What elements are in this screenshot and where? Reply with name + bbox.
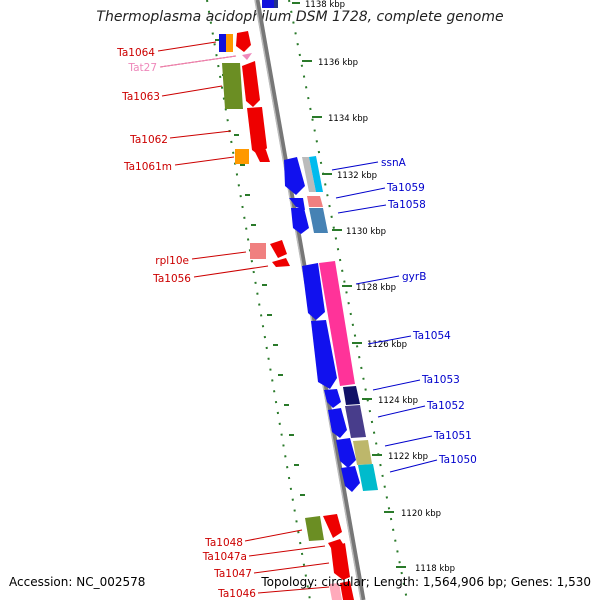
gene-Ta1059-pink[interactable] — [307, 196, 323, 207]
gene-ssnA-grey[interactable] — [302, 157, 316, 192]
kbp-tick-label: 1136 kbp — [318, 58, 358, 68]
gene-label[interactable]: Ta1047 — [213, 568, 252, 580]
kbp-tick-label: 1126 kbp — [367, 340, 407, 350]
gene-label[interactable]: Ta1064 — [116, 47, 155, 59]
gene-Ta1061m-block[interactable] — [235, 149, 249, 164]
gene-Ta1048-block[interactable] — [305, 516, 324, 541]
gene-Ta1064-block-orange[interactable] — [226, 34, 233, 52]
kbp-tick-label: 1130 kbp — [346, 227, 386, 237]
kbp-tick: 1134 kbp — [312, 114, 368, 124]
gene-Ta1064-block[interactable] — [219, 34, 226, 52]
gene-Ta1058-arrow[interactable] — [291, 208, 309, 234]
gene-Ta1063-block[interactable] — [222, 63, 243, 109]
gene-Ta1048-arrow[interactable] — [323, 514, 342, 538]
kbp-tick: 1118 kbp — [396, 564, 455, 574]
gene-Ta1046-block[interactable] — [340, 581, 354, 600]
right-strand-genes — [262, 0, 378, 492]
kbp-tick-label: 1118 kbp — [415, 564, 455, 574]
right-labels: ssnA Ta1059 Ta1058 gyrB Ta1054 Ta1053 Ta… — [381, 157, 477, 466]
kbp-tick: 1138 kbp — [292, 0, 345, 10]
gene-label[interactable]: Ta1059 — [386, 182, 425, 194]
gene-Ta1052-arrow[interactable] — [328, 408, 347, 438]
gene-Ta1054-arrow[interactable] — [311, 320, 337, 389]
gene-label[interactable]: ssnA — [381, 157, 407, 169]
gene-top-clipped-dark[interactable] — [274, 0, 278, 8]
kbp-tick-label: 1120 kbp — [401, 509, 441, 519]
kbp-tick: 1126 kbp — [352, 340, 407, 350]
gene-label[interactable]: Tat27 — [127, 62, 157, 74]
kbp-tick-label: 1138 kbp — [305, 0, 345, 10]
kbp-tick-label: 1128 kbp — [356, 283, 396, 293]
kbp-tick-label: 1134 kbp — [328, 114, 368, 124]
gene-Ta1052-slate[interactable] — [345, 405, 366, 438]
gene-Ta1051-arrow[interactable] — [336, 438, 356, 468]
gene-label[interactable]: Ta1051 — [433, 430, 472, 442]
kbp-tick-label: 1132 kbp — [337, 171, 377, 181]
right-leaders — [331, 161, 438, 473]
gene-Ta1051-khaki[interactable] — [353, 440, 372, 465]
gene-Ta1047-arrow[interactable] — [331, 543, 350, 580]
gene-rpl10e-arrow[interactable] — [270, 240, 287, 258]
gene-rpl10e-block[interactable] — [250, 243, 266, 259]
kbp-tick-label: 1122 kbp — [388, 452, 428, 462]
gene-label[interactable]: Ta1052 — [426, 400, 465, 412]
gene-Ta1061m-red[interactable] — [254, 150, 270, 162]
map-title: Thermoplasma acidophilum DSM 1728, compl… — [96, 9, 504, 25]
gene-Ta1053-arrow[interactable] — [324, 389, 341, 408]
gene-Ta1056-mark[interactable] — [272, 258, 290, 267]
gene-Ta1058-steel[interactable] — [309, 208, 328, 233]
kbp-tick-label: 1124 kbp — [378, 396, 418, 406]
gene-label[interactable]: rpl10e — [155, 255, 189, 267]
kbp-tick: 1120 kbp — [384, 509, 441, 519]
gene-Ta1050-arrow[interactable] — [341, 466, 360, 492]
gene-Tat27-mark[interactable] — [242, 53, 252, 60]
left-labels: Ta1064 Tat27 Ta1063 Ta1062 Ta1061m rpl10… — [116, 47, 256, 600]
gene-top-clipped-blue[interactable] — [262, 0, 274, 8]
gene-Ta1062-arrow[interactable] — [247, 107, 267, 156]
gene-label[interactable]: Ta1046 — [217, 588, 256, 600]
left-leaders — [157, 41, 330, 594]
genome-stats-text: Topology: circular; Length: 1,564,906 bp… — [261, 575, 591, 589]
gene-Ta1064-arrow[interactable] — [236, 31, 251, 52]
kbp-ticks: 1138 kbp 1136 kbp 1134 kbp 1132 kbp 1130… — [215, 0, 455, 574]
gene-label[interactable]: Ta1058 — [387, 199, 426, 211]
gene-gyrB-pink[interactable] — [319, 261, 355, 386]
accession-text: Accession: NC_002578 — [9, 575, 146, 589]
gene-label[interactable]: Ta1047a — [202, 551, 247, 563]
kbp-tick: 1128 kbp — [342, 283, 396, 293]
gene-label[interactable]: gyrB — [402, 271, 426, 283]
kbp-tick: 1124 kbp — [362, 396, 418, 406]
left-strand-genes — [219, 31, 354, 600]
gene-label[interactable]: Ta1062 — [129, 134, 168, 146]
gene-Ta1059-arrow[interactable] — [289, 198, 305, 210]
gene-label[interactable]: Ta1056 — [152, 273, 191, 285]
gene-label[interactable]: Ta1053 — [421, 374, 460, 386]
gene-gyrB-arrow[interactable] — [302, 263, 325, 320]
gene-Ta1046-pink[interactable] — [329, 583, 342, 600]
kbp-tick: 1132 kbp — [322, 171, 377, 181]
kbp-tick: 1122 kbp — [372, 452, 428, 462]
kbp-tick: 1130 kbp — [332, 227, 386, 237]
kbp-tick: 1136 kbp — [302, 58, 358, 68]
gene-ssnA-cyan[interactable] — [309, 156, 323, 192]
gene-ssnA-arrow[interactable] — [284, 157, 305, 195]
gene-label[interactable]: Ta1050 — [438, 454, 477, 466]
gene-Ta1050-cyan[interactable] — [358, 464, 378, 491]
gene-label[interactable]: Ta1048 — [204, 537, 243, 549]
gene-label[interactable]: Ta1054 — [412, 330, 451, 342]
left-track-boundary — [206, 0, 311, 600]
gene-Ta1063-arrow[interactable] — [242, 61, 260, 107]
gene-label[interactable]: Ta1061m — [123, 161, 172, 173]
gene-label[interactable]: Ta1063 — [121, 91, 160, 103]
gene-Ta1053-navy[interactable] — [343, 386, 360, 405]
